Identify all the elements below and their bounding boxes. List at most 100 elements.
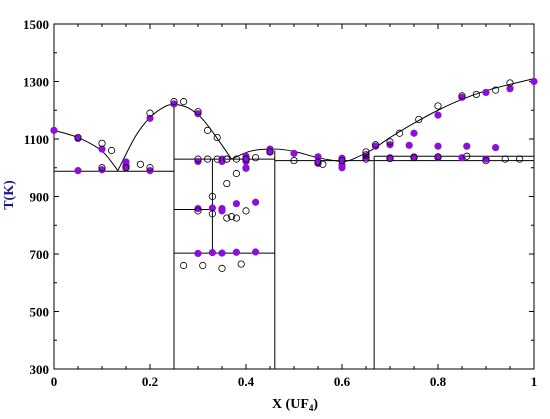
axes [53,23,535,370]
open-data-point [434,102,442,110]
open-data-point [223,214,231,222]
x-tick-label: 0.4 [238,374,255,389]
x-tick-label: 0.6 [334,374,351,389]
filled-data-point [463,142,471,150]
filled-data-point [98,145,106,153]
open-data-point [386,138,394,146]
open-data-point [237,260,245,268]
open-data-point [491,86,500,94]
y-axis-title: T(K) [2,180,17,210]
phase-boundary-lines [53,78,535,369]
x-tick-label: 0 [51,374,58,389]
open-data-point [242,207,250,215]
open-data-point [213,155,221,163]
filled-data-point [458,93,466,101]
filled-data-point [410,129,418,137]
open-data-point [146,109,154,117]
filled-data-point [482,155,490,163]
x-axis-title-main: X (UF [272,397,309,412]
open-data-point [213,133,221,142]
open-data-point [194,207,202,215]
filled-data-point [194,157,202,166]
filled-data-point [122,161,130,170]
open-data-point [362,155,370,163]
filled-data-point [194,110,202,118]
open-data-point [252,154,260,162]
open-data-point [266,148,274,156]
open-data-point [108,146,116,155]
filled-data-point [290,149,298,157]
filled-data-point [218,249,226,257]
open-data-point [170,98,178,106]
open-data-point [458,92,466,100]
filled-data-point [98,166,106,174]
open-data-point [194,155,202,163]
filled-data-point [530,77,538,86]
open-data-point [463,152,471,160]
y-tick-label: 700 [30,247,50,262]
open-data-point [472,90,480,99]
open-data-point [204,126,212,134]
open-data-point [218,264,226,272]
open-data-point [362,151,370,159]
open-data-point [319,160,327,168]
y-tick-label: 1300 [23,75,49,90]
open-data-point [228,213,236,221]
open-data-point [74,133,82,142]
open-data-point [290,156,298,165]
filled-data-point [338,164,346,172]
filled-data-point [74,167,82,175]
y-tick-label: 500 [30,305,50,320]
y-tick-label: 1100 [24,132,49,147]
open-data-point [338,156,346,165]
open-data-point [208,210,216,218]
open-data-point [242,155,250,163]
y-tick-label: 1500 [23,17,49,32]
open-data-point [395,129,404,137]
filled-data-point [194,249,202,258]
open-data-point [506,79,514,87]
open-data-point [410,154,418,162]
open-data-point [501,155,509,163]
open-data-point [223,155,231,163]
filled-data-point [218,207,226,215]
open-data-point [180,261,188,270]
open-data-point [515,155,524,163]
open-data-point [223,179,231,188]
filled-data-point [208,204,216,212]
filled-data-point [252,248,260,256]
open-data-point [371,141,380,149]
filled-data-point [146,114,154,122]
x-tick-label: 1 [531,374,538,389]
x-axis-title: X (UF4) [272,397,318,413]
open-data-point [386,154,394,163]
open-data-point [482,156,490,165]
open-data-point [180,98,188,106]
liquidus-curve [53,129,119,171]
y-tick-label: 900 [30,190,50,205]
filled-data-point [371,142,380,150]
x-axis-title-end: ) [313,397,318,412]
liquidus-curve [351,78,535,161]
filled-data-point [170,100,178,108]
filled-data-point [482,88,490,97]
open-data-point [232,155,240,163]
filled-data-point [242,164,250,172]
filled-data-point [194,204,202,213]
x-tick-label: 0.8 [430,374,447,389]
x-tick-label: 0.2 [142,374,158,389]
liquidus-curve [173,103,233,160]
open-data-point [98,164,106,172]
open-data-point [434,153,442,161]
open-data-point [232,169,240,178]
open-data-point [146,164,154,172]
filled-data-point [434,111,442,119]
filled-data-point [506,85,514,93]
data-points [50,77,538,272]
open-data-point [362,148,370,156]
open-data-point [415,115,423,124]
open-data-point [232,214,240,222]
open-data-point [208,192,216,201]
